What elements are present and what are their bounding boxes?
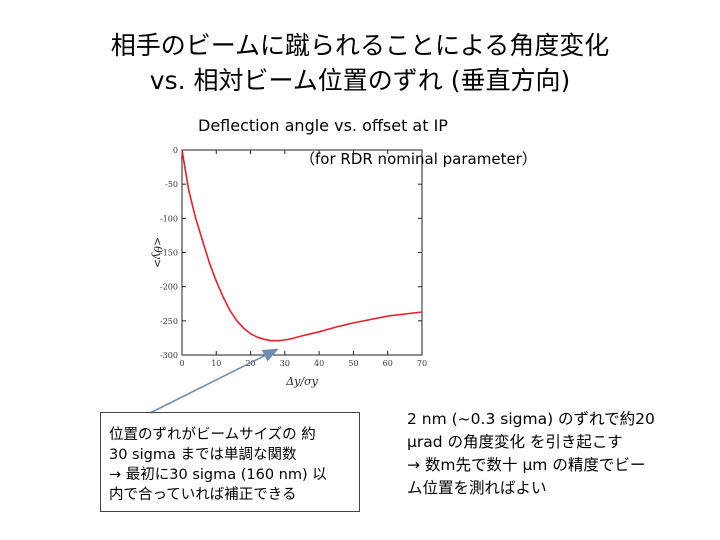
title-line-1: 相手のビームに蹴られることによる角度変化 [110, 31, 610, 60]
x-tick-label: 60 [383, 359, 393, 368]
x-tick-label: 20 [245, 359, 255, 368]
y-tick-label: -100 [160, 214, 178, 223]
explanation-text: 2 nm (~0.3 sigma) のずれで約20 μrad の角度変化 を引き… [407, 408, 655, 500]
y-tick-label: -300 [160, 351, 178, 360]
series-line [181, 149, 423, 342]
callout-line: 位置のずれがビームサイズの 約 [109, 427, 316, 443]
explanation-line: ム位置を測ればよい [407, 479, 547, 497]
y-axis-label: <θy> [151, 237, 164, 268]
callout-line: 30 sigma までは単調な関数 [109, 447, 297, 463]
callout-line: 内で合っていれば補正できる [109, 487, 297, 503]
deflection-chart: 0 10 20 30 40 50 60 70 0 -50 -100 -150 -200 -250 -300 Δ… [151, 146, 427, 388]
y-tick-label: -150 [160, 249, 178, 258]
x-tick-label: 50 [348, 359, 358, 368]
figure-note: （for RDR nominal parameter） [300, 150, 537, 168]
x-axis-label: Δy/σy [285, 375, 318, 388]
explanation-line: → 数m先で数十 μm の精度でビー [407, 456, 646, 474]
x-tick-label: 0 [179, 359, 184, 368]
y-tick-label: -200 [160, 283, 178, 292]
callout-line: → 最初に30 sigma (160 nm) 以 [109, 467, 327, 483]
y-tick-label: 0 [173, 146, 178, 155]
callout-box: 位置のずれがビームサイズの 約 30 sigma までは単調な関数 → 最初に3… [100, 412, 360, 512]
plot-frame [181, 149, 423, 356]
title-line-2: vs. 相対ビーム位置のずれ (垂直方向) [149, 66, 571, 95]
y-tick-label: -50 [165, 180, 178, 189]
x-tick-label: 30 [280, 359, 290, 368]
explanation-line: μrad の角度変化 を引き起こす [407, 433, 623, 451]
explanation-line: 2 nm (~0.3 sigma) のずれで約20 [407, 410, 655, 428]
y-tick-label: -250 [160, 317, 178, 326]
figure-subtitle: Deflection angle vs. offset at IP [198, 116, 448, 135]
slide-title: 相手のビームに蹴られることによる角度変化 vs. 相対ビーム位置のずれ (垂直方… [40, 28, 680, 98]
x-tick-label: 10 [211, 359, 221, 368]
x-tick-label: 40 [314, 359, 324, 368]
x-tick-label: 70 [417, 359, 427, 368]
